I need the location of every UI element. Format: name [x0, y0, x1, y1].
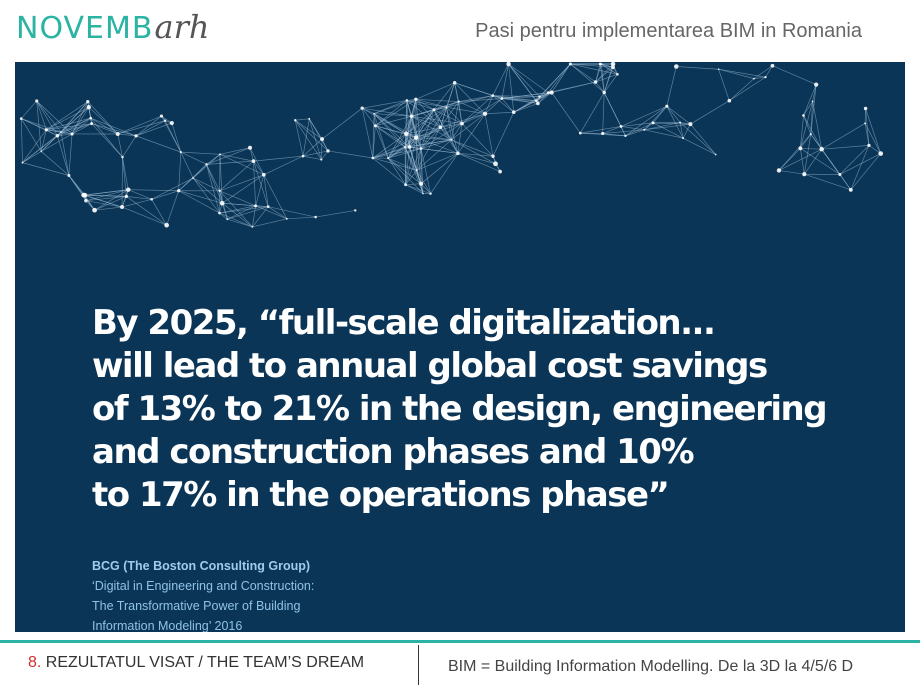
quote-line: to 17% in the operations phase” [92, 475, 670, 515]
footer-section: 8. REZULTATUL VISAT / THE TEAM’S DREAM [28, 654, 364, 672]
page-title: Pasi pentru implementarea BIM in Romania [475, 20, 862, 42]
quote-line: By 2025, “full-scale digitalization... [92, 303, 716, 343]
quote-banner: By 2025, “full-scale digitalization... w… [15, 62, 905, 632]
section-title: REZULTATUL VISAT / THE TEAM’S DREAM [41, 654, 365, 671]
quote-line: and construction phases and 10% [92, 432, 695, 472]
quote-line: will lead to annual global cost savings [92, 346, 768, 386]
footer-note: BIM = Building Information Modelling. De… [448, 658, 854, 675]
source-line: ‘Digital in Engineering and Construction… [92, 579, 315, 593]
logo-script: arh [154, 8, 210, 46]
source-organization: BCG (The Boston Consulting Group) [92, 559, 311, 573]
source-line: Information Modeling’ 2016 [92, 619, 243, 632]
section-number: 8. [28, 654, 42, 671]
logo-wordmark: NOVEMB [16, 11, 154, 46]
network-graphic-icon [19, 62, 884, 228]
footer-divider-line [0, 640, 920, 643]
footer-vertical-divider [418, 645, 419, 685]
quote-source: BCG (The Boston Consulting Group) ‘Digit… [92, 556, 314, 632]
quote-line: of 13% to 21% in the design, engineering [92, 389, 828, 429]
source-line: The Transformative Power of Building [92, 599, 301, 613]
quote-text: By 2025, “full-scale digitalization... w… [92, 302, 852, 517]
logo: NOVEMB arh [16, 8, 210, 46]
